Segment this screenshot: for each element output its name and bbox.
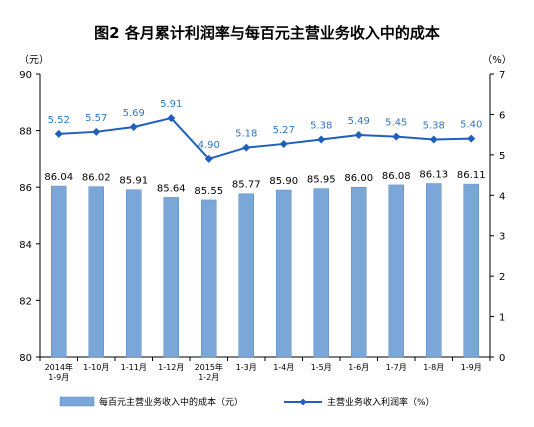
left-tick-label: 90 [19, 70, 32, 81]
left-tick-label: 84 [19, 240, 32, 251]
bar-value-label: 85.64 [157, 183, 186, 194]
category-label: 1-3月 [236, 363, 257, 372]
right-tick-label: 5 [499, 151, 505, 162]
bar [388, 184, 404, 358]
line-point [392, 132, 401, 141]
line-value-label: 5.40 [460, 120, 482, 131]
right-tick-label: 4 [499, 191, 505, 202]
category-label: 1-2月 [198, 373, 219, 382]
left-tick-label: 82 [19, 296, 32, 307]
right-tick-label: 2 [499, 272, 505, 283]
line-value-label: 5.38 [423, 120, 445, 131]
left-axis-unit: （元） [19, 54, 49, 66]
category-label: 2015年 [195, 362, 223, 372]
left-tick-label: 88 [19, 127, 32, 138]
legend-bar-label: 每百元主营业务收入中的成本（元） [99, 396, 243, 408]
bar [51, 185, 67, 358]
line-point [429, 135, 438, 144]
line-point [54, 129, 63, 138]
line-value-label: 5.27 [273, 125, 295, 136]
bar-series [51, 183, 479, 358]
bar [351, 186, 367, 358]
line-value-label: 5.57 [85, 113, 107, 124]
right-axis-unit: （%） [482, 54, 512, 66]
right-tick-label: 1 [499, 313, 505, 324]
line-value-label: 5.49 [348, 116, 370, 127]
bar-value-label: 85.77 [232, 180, 261, 191]
category-label: 1-4月 [273, 363, 294, 372]
line-series [54, 114, 476, 163]
bar [238, 193, 254, 358]
line-point [204, 154, 213, 163]
line-value-label: 4.90 [198, 140, 220, 151]
line-value-label: 5.69 [123, 108, 145, 119]
legend-bar-swatch [59, 396, 95, 407]
line-point [242, 143, 251, 152]
line-value-label: 5.38 [310, 120, 332, 131]
line-point [354, 131, 363, 140]
category-label: 2014年 [45, 362, 73, 372]
right-tick-label: 0 [499, 353, 505, 364]
right-tick-label: 6 [499, 110, 505, 121]
bar-value-label: 86.13 [419, 170, 448, 181]
category-label: 1-10月 [83, 363, 109, 372]
bar [313, 188, 329, 358]
left-tick-label: 80 [19, 353, 32, 364]
bar-value-label: 85.95 [307, 175, 336, 186]
bar [426, 183, 442, 358]
bar-value-label: 86.08 [382, 171, 411, 182]
category-label: 1-9月 [48, 373, 69, 382]
bar [463, 183, 479, 358]
legend: 每百元主营业务收入中的成本（元） 主营业务收入利润率（%） [59, 396, 435, 408]
category-label: 1-9月 [461, 363, 482, 372]
bar [163, 197, 179, 358]
category-label: 1-12月 [158, 363, 184, 372]
bar [126, 189, 142, 358]
line-value-label: 5.18 [235, 129, 257, 140]
axes: 80 82 84 86 88 90 0 1 2 3 4 5 6 7 [19, 70, 505, 364]
line-path [58, 116, 472, 161]
right-tick-label: 7 [499, 70, 505, 81]
line-value-label: 5.91 [160, 99, 182, 110]
bar-value-label: 86.00 [344, 173, 373, 184]
bar-value-label: 85.90 [269, 176, 298, 187]
line-point [467, 134, 476, 143]
legend-line-marker [299, 398, 307, 406]
legend-line-label: 主营业务收入利润率（%） [327, 396, 435, 408]
line-point [167, 114, 176, 123]
bar [88, 186, 104, 358]
category-label: 1-5月 [311, 363, 332, 372]
line-point [92, 127, 101, 136]
bar-value-label: 86.02 [82, 173, 111, 184]
bar-value-label: 86.11 [457, 170, 486, 181]
line-value-label: 5.45 [385, 118, 407, 129]
line-point [317, 135, 326, 144]
left-tick-label: 86 [19, 183, 32, 194]
line-point [129, 122, 138, 131]
bar-value-label: 85.55 [194, 186, 223, 197]
line-value-label: 5.52 [48, 115, 70, 126]
bar [276, 189, 292, 358]
category-label: 1-7月 [386, 363, 407, 372]
line-point [279, 139, 288, 148]
category-label: 1-6月 [348, 363, 369, 372]
bar [201, 199, 217, 358]
category-label: 1-8月 [423, 363, 444, 372]
right-tick-label: 3 [499, 232, 505, 243]
data-labels: 86.04 86.02 85.91 85.64 85.55 85.77 85.90 85.95… [44, 99, 485, 197]
bar-value-label: 85.91 [119, 176, 148, 187]
chart-title: 图2 各月累计利润率与每百元主营业务收入中的成本 [94, 24, 440, 42]
bar-value-label: 86.04 [44, 172, 73, 183]
category-label: 1-11月 [121, 363, 147, 372]
